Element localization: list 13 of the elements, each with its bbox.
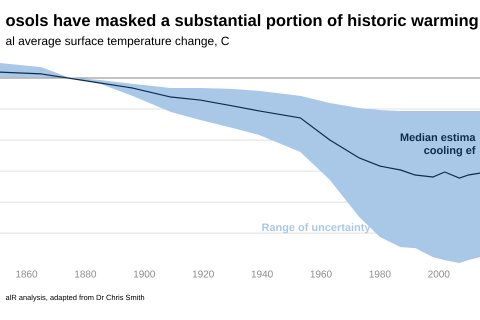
annotation: cooling ef bbox=[424, 146, 476, 156]
text: Range of uncertainty bbox=[262, 223, 370, 234]
x-tick-label: 2000 bbox=[428, 270, 450, 278]
x-tick-label: 1880 bbox=[75, 270, 96, 278]
x-tick-label: 1940 bbox=[252, 270, 273, 278]
annotation: Median estima bbox=[400, 133, 476, 142]
x-tick-label: 1960 bbox=[310, 270, 332, 278]
x-tick-label: 1920 bbox=[192, 270, 214, 278]
x-tick-label: 1980 bbox=[370, 270, 391, 278]
x-tick-label: 1860 bbox=[16, 270, 38, 278]
x-tick-label: 1900 bbox=[134, 270, 155, 278]
chart-title: osols have masked a substantial portion of historic warming bbox=[6, 14, 478, 30]
chart-subtitle: al average surface temperature change, C bbox=[6, 36, 229, 48]
